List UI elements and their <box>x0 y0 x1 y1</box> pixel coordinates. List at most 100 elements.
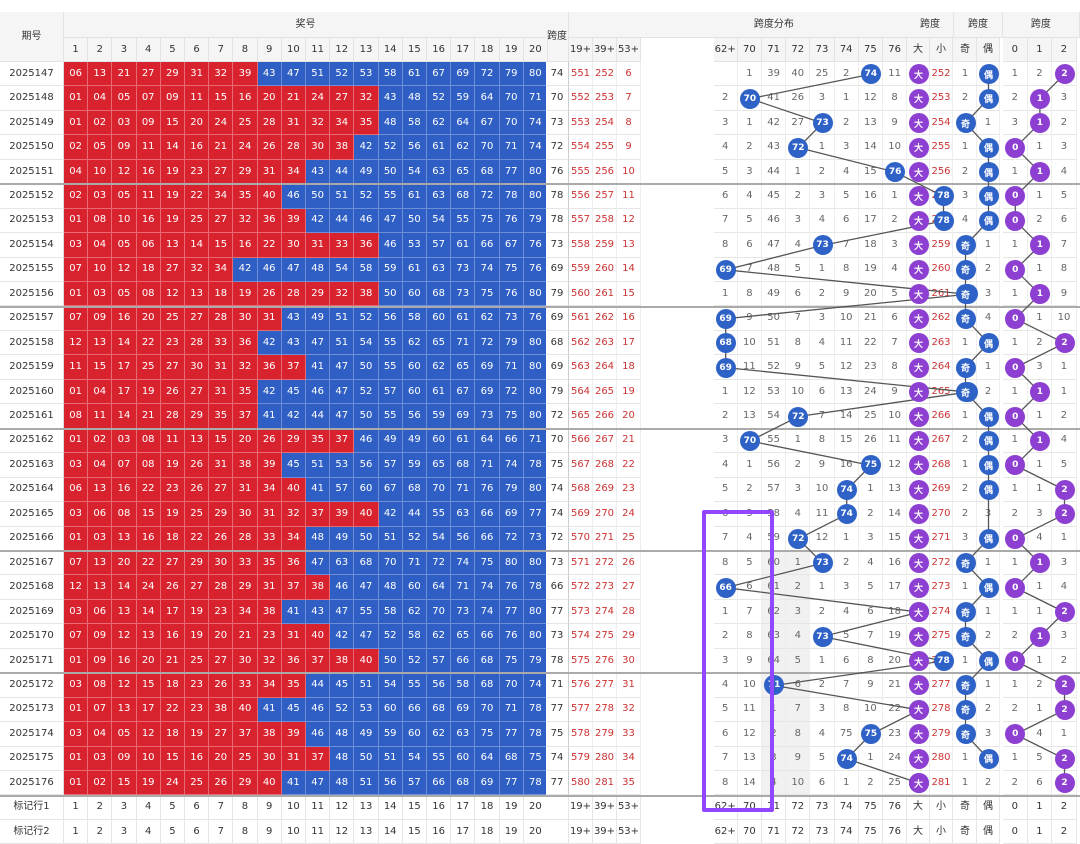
draw-number-cell: 60 <box>402 282 427 307</box>
draw-number-cell: 38 <box>330 135 355 160</box>
distribution-cell: 7 <box>786 697 811 723</box>
number-column-header: 4 <box>136 38 161 62</box>
distribution-cell: 5 <box>737 551 762 576</box>
draw-number-cell: 01 <box>64 86 89 111</box>
footer-number-cell: 3 <box>112 819 137 844</box>
distribution-cell: 56 <box>762 453 787 478</box>
span-ball: 72 <box>788 406 809 427</box>
footer-number-cell: 11 <box>306 819 331 844</box>
draw-number-cell: 68 <box>451 453 476 478</box>
span-value-cell: 74 <box>546 746 569 772</box>
distribution-cell: 7 <box>834 233 859 258</box>
big-small-ball: 大 <box>908 602 929 623</box>
draw-number-cell: 51 <box>330 330 355 356</box>
distribution-cell: 20 <box>858 282 883 307</box>
distribution-cell: 17 <box>883 575 908 600</box>
distribution-cell: 2 <box>858 502 883 527</box>
span-value-cell: 79 <box>546 379 569 405</box>
period-cell: 2025148 <box>0 86 64 111</box>
distribution-cell: 1 <box>858 477 883 503</box>
odd-even-cell: 2 <box>954 502 977 527</box>
draw-number-cell: 68 <box>427 282 452 307</box>
distribution-cell: 270 <box>593 502 617 527</box>
draw-number-cell: 04 <box>64 159 89 185</box>
draw-number-cell: 16 <box>112 477 137 503</box>
draw-number-cell: 13 <box>112 526 137 551</box>
draw-number-cell: 25 <box>185 208 210 234</box>
draw-number-cell: 57 <box>330 477 355 503</box>
draw-number-cell: 52 <box>354 306 379 331</box>
distribution-cell: 8 <box>737 282 762 307</box>
odd-even-ball: 偶 <box>978 528 999 549</box>
distribution-cell: 41 <box>762 86 787 111</box>
draw-number-cell: 31 <box>281 110 306 136</box>
big-small-ball: 大 <box>908 308 929 329</box>
odd-even-ball: 偶 <box>978 210 999 231</box>
draw-number-cell: 70 <box>427 477 452 503</box>
mod-cell: 1 <box>1052 379 1077 405</box>
draw-number-cell: 21 <box>160 648 185 674</box>
draw-number-cell: 11 <box>88 404 113 429</box>
distribution-cell: 19 <box>617 379 641 405</box>
footer-dist-cell: 71 <box>762 819 787 844</box>
period-header: 期号 <box>0 12 64 62</box>
distribution-cell: 62 <box>762 599 787 625</box>
mod-cell: 1 <box>1003 599 1028 625</box>
draw-number-cell: 05 <box>88 135 113 160</box>
draw-number-cell: 08 <box>88 208 113 234</box>
draw-number-cell: 76 <box>475 477 500 503</box>
draw-number-cell: 79 <box>499 62 524 87</box>
span-value-cell: 77 <box>546 599 569 625</box>
distribution-cell: 269 <box>593 477 617 503</box>
distribution-cell: 576 <box>569 673 593 698</box>
mod-ball: 2 <box>1054 699 1075 720</box>
number-column-header: 1 <box>64 38 89 62</box>
footer-number-cell: 12 <box>330 819 355 844</box>
draw-number-cell: 43 <box>281 330 306 356</box>
mod-cell: 1 <box>1003 379 1028 405</box>
distribution-cell: 63 <box>762 624 787 649</box>
draw-number-cell: 74 <box>523 673 548 698</box>
odd-even-ball: 偶 <box>978 479 999 500</box>
draw-number-cell: 78 <box>499 184 524 209</box>
draw-number-cell: 32 <box>281 502 306 527</box>
draw-number-cell: 23 <box>160 477 185 503</box>
draw-number-cell: 13 <box>112 697 137 723</box>
draw-number-cell: 09 <box>112 746 137 772</box>
draw-number-cell: 38 <box>233 453 258 478</box>
draw-number-cell: 21 <box>112 62 137 87</box>
period-cell: 2025173 <box>0 697 64 723</box>
mod-cell: 1 <box>1003 282 1028 307</box>
distribution-cell: 9 <box>737 306 762 331</box>
draw-number-cell: 51 <box>378 526 403 551</box>
distribution-cell: 580 <box>569 771 593 796</box>
draw-number-cell: 21 <box>233 624 258 649</box>
period-cell: 2025168 <box>0 575 64 600</box>
number-column-header: 7 <box>209 38 234 62</box>
odd-even-cell: 1 <box>954 135 977 160</box>
draw-number-cell: 48 <box>402 86 427 111</box>
draw-number-cell: 62 <box>427 110 452 136</box>
span-ball: 69 <box>715 259 736 280</box>
draw-number-cell: 15 <box>136 673 161 698</box>
span-value-cell: 70 <box>546 86 569 111</box>
mod-cell: 1 <box>1003 159 1028 185</box>
draw-number-cell: 44 <box>306 673 331 698</box>
draw-number-cell: 54 <box>427 526 452 551</box>
footer-number-cell: 18 <box>475 819 500 844</box>
distribution-cell: 560 <box>569 282 593 307</box>
distribution-cell: 26 <box>858 428 883 454</box>
draw-number-cell: 63 <box>427 159 452 185</box>
distribution-cell: 34 <box>617 746 641 772</box>
mod-cell: 5 <box>1052 453 1077 478</box>
draw-number-cell: 71 <box>451 575 476 600</box>
draw-number-cell: 70 <box>378 551 403 576</box>
span-value-cell: 69 <box>546 355 569 380</box>
footer-number-cell: 2 <box>88 819 113 844</box>
mod-cell: 2 <box>1003 697 1028 723</box>
distribution-cell: 551 <box>569 62 593 87</box>
odd-even-cell: 2 <box>977 771 1000 796</box>
draw-number-cell: 13 <box>88 477 113 503</box>
draw-number-cell: 19 <box>233 282 258 307</box>
